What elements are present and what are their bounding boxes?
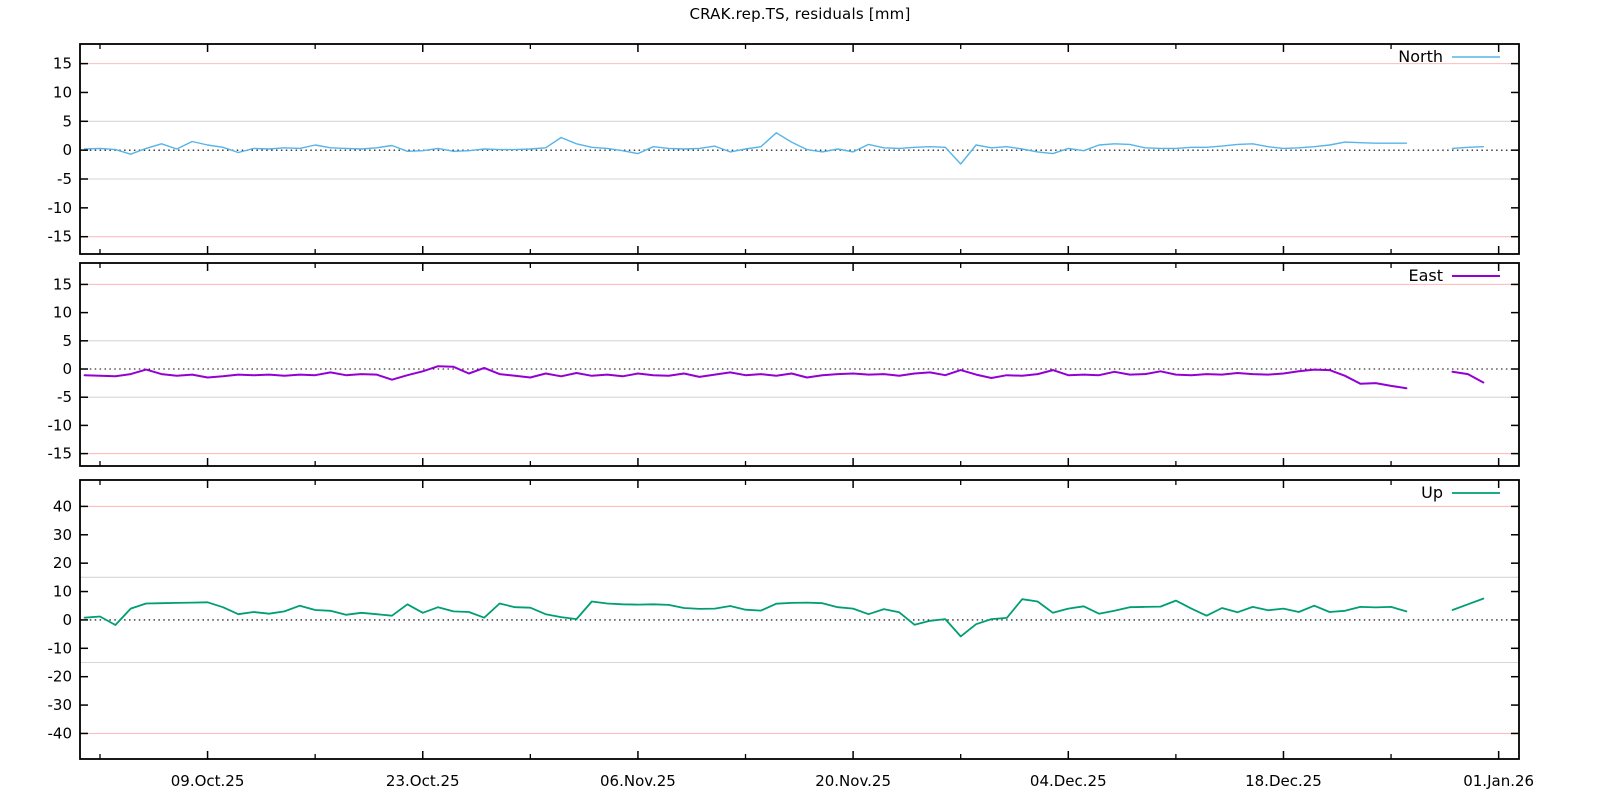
panel-border [79, 262, 1520, 467]
y-tick-label: -15 [48, 228, 73, 246]
y-tick-label: 10 [53, 304, 72, 322]
x-tick-label: 04.Dec.25 [1030, 772, 1107, 790]
legend-label-east: East [1408, 266, 1443, 285]
y-tick-label: 10 [53, 83, 72, 101]
y-tick-label: -5 [57, 388, 72, 406]
x-tick-label: 01.Jan.26 [1463, 772, 1534, 790]
y-tick-label: 0 [62, 141, 72, 159]
y-tick-label: 30 [53, 526, 72, 544]
x-tick-label: 23.Oct.25 [386, 772, 460, 790]
north-series-line [83, 132, 1408, 165]
east-series-line [1451, 370, 1485, 384]
x-axis-labels: 09.Oct.25 23.Oct.25 06.Nov.25 20.Nov.25 04.D… [171, 772, 1534, 790]
y-tick-label: 5 [62, 332, 72, 350]
y-tick-label: -40 [48, 724, 73, 742]
panel-border [79, 43, 1520, 255]
east-series-line [83, 365, 1408, 390]
legend-east: East [1408, 266, 1500, 285]
legend-north: North [1398, 47, 1500, 66]
y-tick-label: -15 [48, 445, 73, 463]
x-tick-label: 09.Oct.25 [171, 772, 245, 790]
y-tick-label: -10 [48, 416, 73, 434]
up-series-line [83, 598, 1408, 638]
up-series-line [1451, 597, 1485, 611]
panel-east: 15 10 5 0 -5 -10 -15 East [48, 262, 1520, 467]
y-tick-label: -20 [48, 668, 73, 686]
x-tick-label: 20.Nov.25 [815, 772, 891, 790]
y-tick-label: 20 [53, 554, 72, 572]
panel-north: 15 10 5 0 -5 -10 -15 North [48, 43, 1520, 255]
legend-label-up: Up [1421, 483, 1443, 502]
chart-title: CRAK.rep.TS, residuals [mm] [689, 5, 911, 23]
y-tick-label: 15 [53, 275, 72, 293]
y-tick-label: -5 [57, 170, 72, 188]
y-tick-label: 10 [53, 583, 72, 601]
legend-up: Up [1421, 483, 1500, 502]
y-tick-label: 40 [53, 497, 72, 515]
y-tick-label: 5 [62, 112, 72, 130]
y-tick-label: -30 [48, 696, 73, 714]
y-tick-label: -10 [48, 199, 73, 217]
legend-label-north: North [1398, 47, 1443, 66]
x-tick-label: 18.Dec.25 [1245, 772, 1322, 790]
north-series-line [1451, 145, 1485, 150]
y-tick-label: -10 [48, 639, 73, 657]
panel-up: 40 30 20 10 0 -10 -20 -30 -40 Up [48, 479, 1520, 760]
y-tick-label: 0 [62, 611, 72, 629]
x-tick-label: 06.Nov.25 [600, 772, 676, 790]
y-tick-label: 0 [62, 360, 72, 378]
y-tick-label: 15 [53, 55, 72, 73]
